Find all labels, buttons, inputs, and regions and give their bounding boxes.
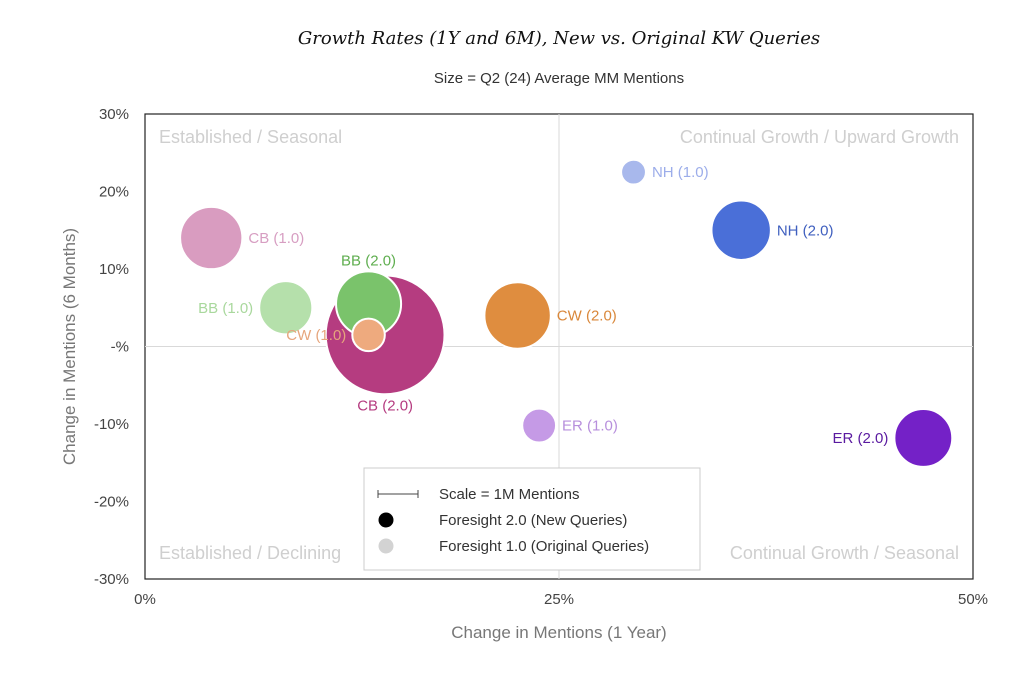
legend-entry-label: Foresight 2.0 (New Queries) (439, 512, 627, 529)
y-tick-label: 20% (99, 184, 129, 201)
legend-marker (378, 538, 394, 554)
quadrant-label-bottom-left: Established / Declining (159, 543, 341, 563)
quadrant-label-bottom-right: Continual Growth / Seasonal (730, 543, 959, 563)
bubble-labels: CB (1.0) BB (1.0) CB (2.0) BB (2.0) CW (1.0)… (198, 164, 888, 447)
y-tick-label: 10% (99, 261, 129, 278)
x-tick-label: 50% (958, 591, 988, 608)
x-axis-title: Change in Mentions (1 Year) (451, 623, 666, 642)
bubbles (179, 158, 954, 468)
bubble-label: NH (1.0) (652, 164, 709, 181)
bubble-nh-1-0 (620, 158, 647, 186)
bubble-label: CB (2.0) (357, 397, 413, 414)
legend-box (363, 467, 701, 571)
y-tick-label: -20% (94, 494, 129, 511)
axes: 30% 20% 10% -% -10% -20% -30% 0% 25% 50% Change in… (60, 106, 988, 642)
bubble-label: CW (1.0) (286, 327, 346, 344)
y-tick-label: -10% (94, 416, 129, 433)
bubble-er-1-0 (521, 407, 558, 444)
bubble-label: CW (2.0) (557, 308, 617, 325)
x-tick-label: 25% (544, 591, 574, 608)
chart-title: Growth Rates (1Y and 6M), New vs. Origin… (297, 28, 821, 49)
x-tick-label: 0% (134, 591, 156, 608)
quadrant-label-top-right: Continual Growth / Upward Growth (680, 127, 959, 147)
bubble-cw-2-0 (483, 281, 552, 350)
bubble-nh-2-0 (710, 199, 772, 261)
y-tick-label: 30% (99, 106, 129, 123)
bubble-label: BB (2.0) (341, 252, 396, 269)
legend: Scale = 1M Mentions Foresight 2.0 (New Qu… (363, 467, 701, 571)
bubble-bb-1-0 (258, 280, 314, 336)
y-tick-label: -% (111, 339, 129, 356)
bubble-cw-1-0 (351, 317, 386, 353)
bubble-label: CB (1.0) (248, 230, 304, 247)
quadrant-labels: Established / Seasonal Continual Growth /… (159, 127, 959, 563)
bubble-label: ER (1.0) (562, 418, 618, 435)
chart-subtitle: Size = Q2 (24) Average MM Mentions (433, 70, 685, 87)
legend-scale-label: Scale = 1M Mentions (439, 486, 580, 503)
bubble-label: BB (1.0) (198, 300, 253, 317)
legend-entry-label: Foresight 1.0 (Original Queries) (439, 538, 649, 555)
bubble-label: ER (2.0) (833, 430, 889, 447)
bubble-cb-1-0 (179, 205, 244, 271)
y-axis-title: Change in Mentions (6 Months) (60, 228, 79, 465)
bubble-er-2-0 (893, 408, 954, 468)
bubble-label: NH (2.0) (777, 222, 834, 239)
y-tick-label: -30% (94, 571, 129, 588)
legend-marker (378, 512, 394, 528)
quadrant-label-top-left: Established / Seasonal (159, 127, 342, 147)
